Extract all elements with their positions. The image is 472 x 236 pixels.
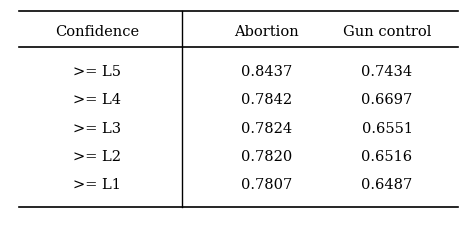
Text: 0.8437: 0.8437 (241, 65, 292, 79)
Text: 0.6516: 0.6516 (362, 150, 413, 164)
Text: 0.7807: 0.7807 (241, 178, 292, 192)
Text: >= L4: >= L4 (73, 93, 121, 107)
Text: 0.7434: 0.7434 (362, 65, 413, 79)
Text: 0.7842: 0.7842 (241, 93, 292, 107)
Text: 0.6697: 0.6697 (362, 93, 413, 107)
Text: 0.6551: 0.6551 (362, 122, 413, 136)
Text: Gun control: Gun control (343, 25, 431, 39)
Text: >= L2: >= L2 (73, 150, 121, 164)
Text: >= L5: >= L5 (73, 65, 121, 79)
Text: 0.7820: 0.7820 (241, 150, 292, 164)
Text: >= L1: >= L1 (73, 178, 121, 192)
Text: >= L3: >= L3 (73, 122, 121, 136)
Text: Abortion: Abortion (234, 25, 299, 39)
Text: 0.6487: 0.6487 (362, 178, 413, 192)
Text: Confidence: Confidence (55, 25, 139, 39)
Text: 0.7824: 0.7824 (241, 122, 292, 136)
